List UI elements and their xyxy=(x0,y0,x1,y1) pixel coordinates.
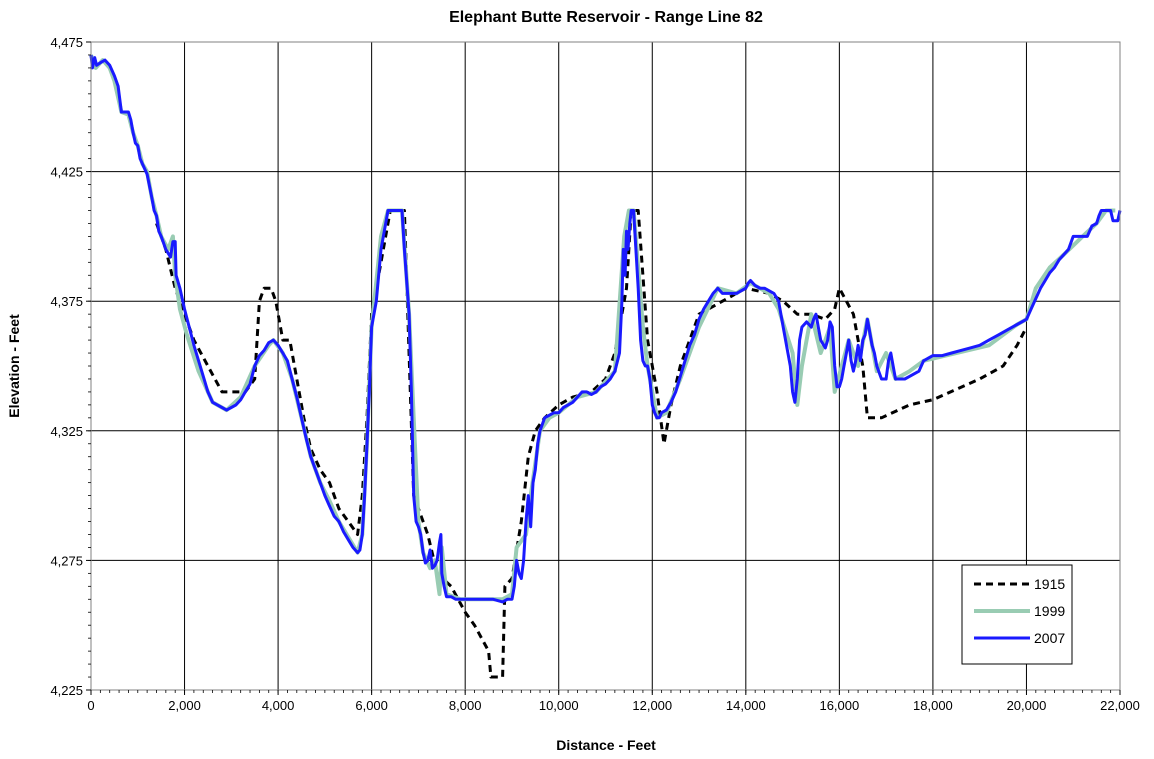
x-tick-label: 6,000 xyxy=(355,698,388,713)
x-tick-label: 2,000 xyxy=(168,698,201,713)
x-tick-label: 12,000 xyxy=(632,698,672,713)
x-axis-title: Distance - Feet xyxy=(556,737,656,753)
y-tick-label: 4,475 xyxy=(50,35,83,50)
x-tick-label: 20,000 xyxy=(1007,698,1047,713)
x-tick-label: 0 xyxy=(87,698,94,713)
series-line-1999 xyxy=(89,54,1116,602)
legend-label-2007: 2007 xyxy=(1034,630,1065,646)
legend-label-1999: 1999 xyxy=(1034,603,1065,619)
series-group xyxy=(89,54,1122,679)
y-axis-title: Elevation - Feet xyxy=(6,314,22,418)
chart-title: Elephant Butte Reservoir - Range Line 82 xyxy=(449,9,763,26)
y-tick-label: 4,375 xyxy=(50,294,83,309)
series-line-1915 xyxy=(155,209,1028,679)
y-tick-labels: 4,225 4,275 4,325 4,375 4,425 4,475 xyxy=(50,35,91,698)
y-tick-label: 4,275 xyxy=(50,553,83,568)
series-line-2007 xyxy=(89,54,1122,604)
x-tick-label: 14,000 xyxy=(726,698,766,713)
x-tick-label: 22,000 xyxy=(1100,698,1140,713)
legend-box xyxy=(961,564,1073,665)
legend-label-1915: 1915 xyxy=(1034,576,1065,592)
x-tick-label: 4,000 xyxy=(262,698,295,713)
x-tick-label: 8,000 xyxy=(449,698,482,713)
legend: 1915 1999 2007 xyxy=(961,564,1073,665)
x-tick-label: 18,000 xyxy=(913,698,953,713)
y-tick-label: 4,225 xyxy=(50,683,83,698)
x-tick-label: 10,000 xyxy=(539,698,579,713)
y-tick-label: 4,425 xyxy=(50,165,83,180)
y-tick-label: 4,325 xyxy=(50,424,83,439)
x-tick-label: 16,000 xyxy=(819,698,859,713)
x-tick-labels: 0 2,000 4,000 6,000 8,000 10,000 12,000 14,000 1… xyxy=(87,690,1140,713)
